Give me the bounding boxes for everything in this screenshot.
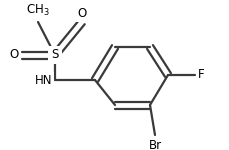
Text: F: F	[197, 69, 204, 81]
Text: O: O	[77, 7, 86, 20]
Text: HN: HN	[34, 74, 52, 87]
Text: O: O	[10, 48, 19, 62]
Text: Br: Br	[148, 139, 161, 150]
Text: S: S	[51, 48, 58, 62]
Text: CH$_3$: CH$_3$	[26, 3, 50, 18]
